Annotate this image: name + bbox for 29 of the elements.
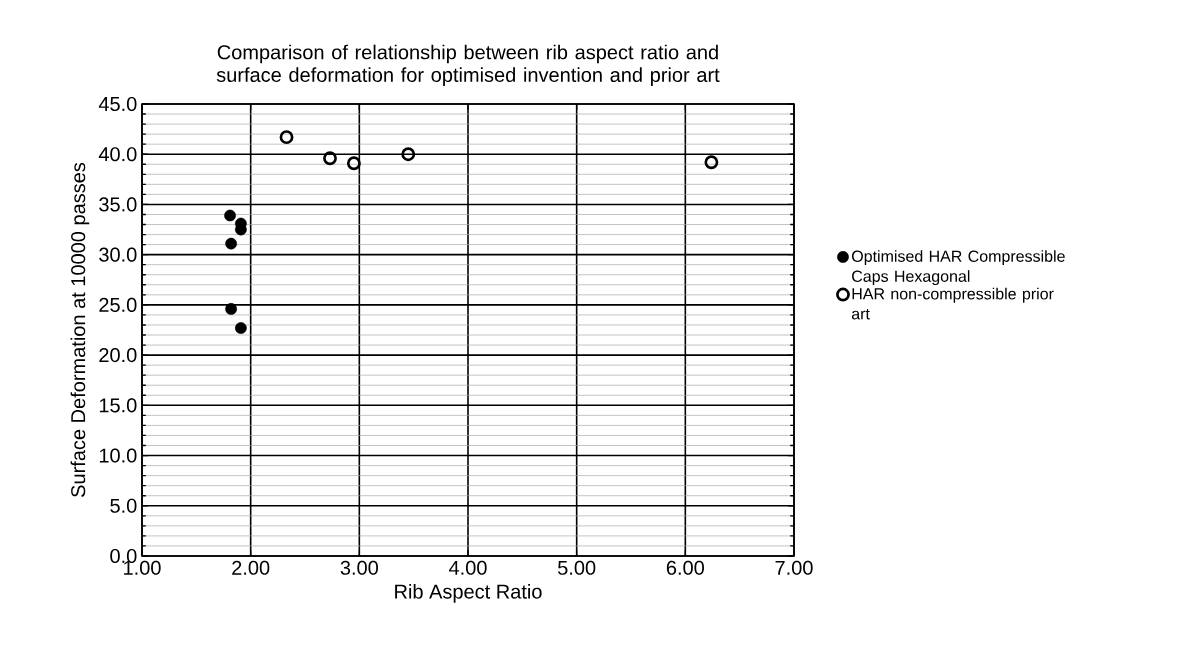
- point: [401, 147, 416, 162]
- y-axis-title: Surface Deformation at 10000 passes: [70, 162, 90, 497]
- x-tick-label: 2.00: [232, 560, 270, 575]
- point: [323, 151, 337, 166]
- y-tick-label: 10.0: [99, 448, 137, 463]
- x-tick-label: 5.00: [558, 560, 596, 575]
- y-tick-label: 40.0: [98, 147, 137, 162]
- y-tick-label: 20.0: [99, 348, 137, 363]
- y-tick-label: 15.0: [99, 398, 137, 413]
- x-axis-title: Rib Aspect Ratio: [395, 584, 542, 603]
- point: [279, 130, 294, 145]
- legend-label: HAR non-compressible prior art: [851, 287, 1054, 320]
- y-tick-label: 35.0: [99, 197, 137, 212]
- x-tick-label: 4.00: [449, 560, 487, 575]
- x-tick-label: 3.00: [340, 560, 378, 575]
- point: [225, 303, 237, 315]
- y-tick-label: 45.0: [98, 96, 137, 112]
- point: [235, 322, 247, 334]
- point: [704, 155, 719, 170]
- point: [224, 209, 236, 222]
- point: [346, 156, 361, 171]
- x-tick-label: 6.00: [666, 560, 704, 575]
- chart-title: Comparison of relationship between rib aspect ratio and surface deformation for optimised invention and prior art: [216, 44, 720, 86]
- legend-label: Optimised HAR Compressible Caps Hexagonal: [852, 250, 1065, 286]
- y-tick-label: 5.0: [110, 498, 137, 513]
- y-tick-label: 25.0: [99, 297, 137, 312]
- point: [225, 237, 237, 250]
- y-tick-label: 30.0: [99, 247, 137, 262]
- x-tick-label: 7.00: [775, 560, 813, 575]
